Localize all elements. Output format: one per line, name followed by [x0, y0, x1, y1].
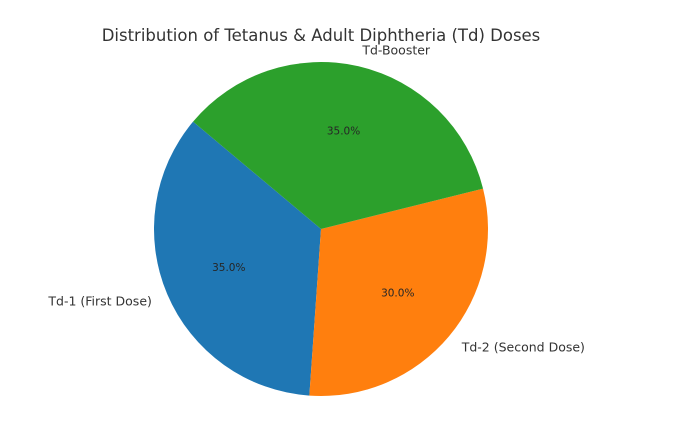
slice-label-td-2-second-dose: Td-2 (Second Dose): [461, 340, 585, 355]
pie-slice-td-booster: [193, 61, 484, 229]
slice-label-td-booster: Td-Booster: [361, 43, 431, 58]
slice-value-td-1-first-dose: 35.0%: [212, 262, 245, 274]
pie-slices: [153, 61, 489, 396]
chart-title: Distribution of Tetanus & Adult Diphther…: [102, 26, 541, 45]
pie-labels: Td-1 (First Dose) 35.0% Td-2 (Second Dose)…: [47, 43, 585, 355]
pie-slice-td-2-second-dose: [309, 188, 489, 396]
pie-slice-td-1-first-dose: [153, 121, 321, 396]
slice-value-td-2-second-dose: 30.0%: [381, 287, 414, 299]
slice-label-td-1-first-dose: Td-1 (First Dose): [47, 293, 152, 308]
slice-value-td-booster: 35.0%: [327, 125, 360, 137]
